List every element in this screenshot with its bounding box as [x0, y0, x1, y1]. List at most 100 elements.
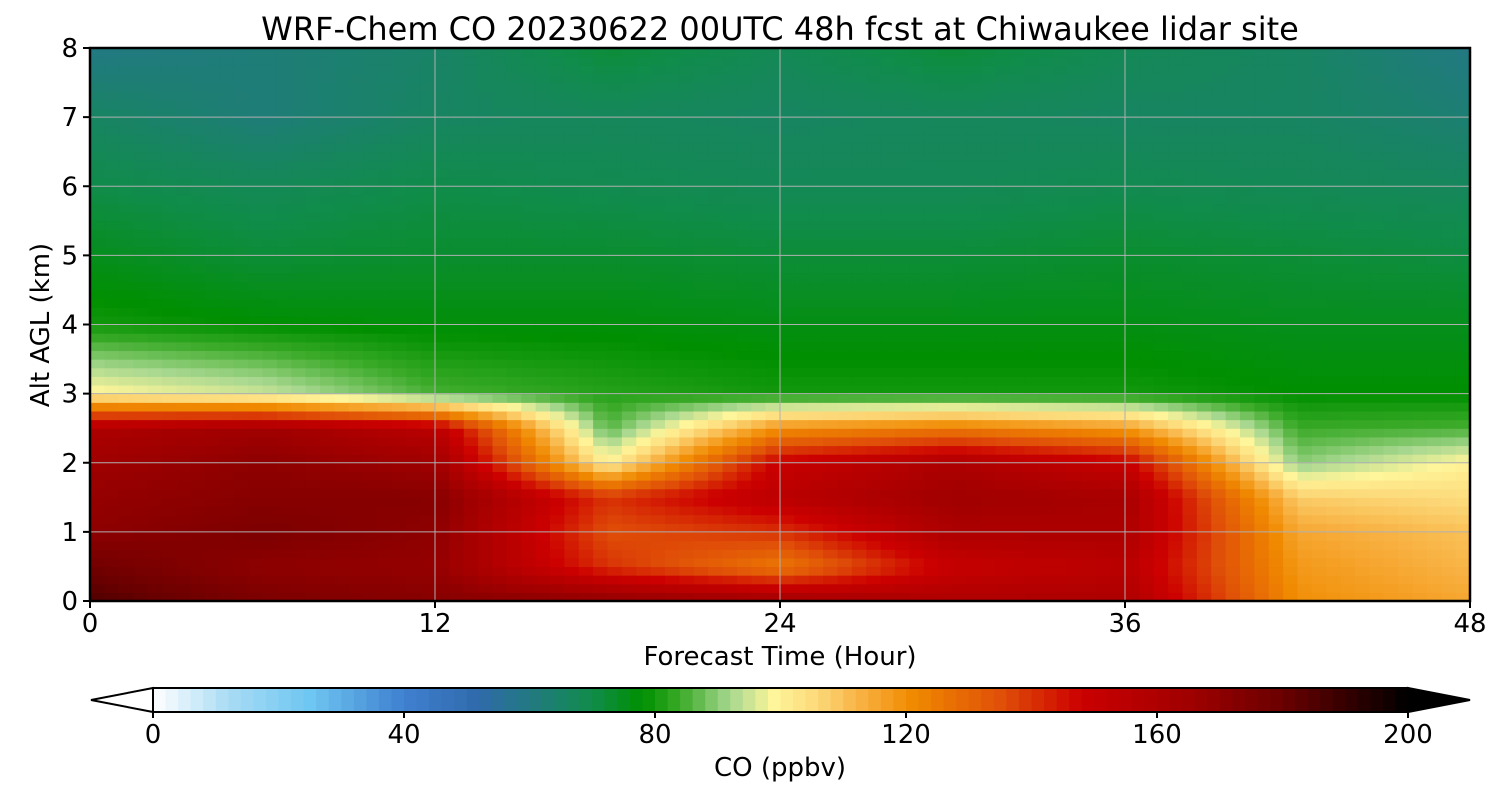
heatmap-cell	[1125, 212, 1140, 222]
heatmap-cell	[708, 367, 724, 377]
heatmap-cell	[348, 246, 364, 256]
heatmap-cell	[938, 194, 954, 205]
heatmap-cell	[377, 384, 393, 395]
heatmap-cell	[535, 281, 551, 291]
heatmap-cell	[334, 575, 350, 585]
heatmap-cell	[492, 125, 508, 136]
heatmap-cell	[435, 566, 450, 576]
heatmap-cell	[1153, 410, 1169, 421]
heatmap-cell	[147, 272, 163, 282]
heatmap-cell	[276, 238, 292, 248]
heatmap-cell	[578, 151, 594, 161]
heatmap-cell	[190, 220, 206, 231]
heatmap-cell	[593, 91, 609, 101]
heatmap-cell	[118, 410, 134, 421]
heatmap-cell	[377, 428, 393, 438]
heatmap-cell	[420, 99, 436, 110]
heatmap-cell	[607, 238, 623, 248]
heatmap-cell	[1153, 419, 1169, 429]
heatmap-cell	[650, 566, 666, 576]
heatmap-cell	[621, 436, 637, 447]
heatmap-cell	[1110, 203, 1126, 213]
heatmap-cell	[708, 333, 724, 343]
heatmap-cell	[406, 376, 422, 386]
heatmap-cell	[550, 505, 565, 516]
heatmap-cell	[1053, 255, 1069, 265]
heatmap-cell	[593, 264, 609, 274]
heatmap-cell	[463, 523, 479, 533]
heatmap-cell	[1010, 186, 1025, 196]
heatmap-cell	[650, 471, 666, 481]
heatmap-cell	[420, 540, 436, 550]
heatmap-cell	[1211, 566, 1227, 576]
heatmap-cell	[90, 238, 105, 248]
heatmap-cell	[205, 531, 220, 542]
heatmap-cell	[1038, 82, 1054, 92]
heatmap-cell	[1067, 462, 1083, 472]
heatmap-cell	[851, 497, 867, 507]
heatmap-cell	[291, 246, 307, 256]
heatmap-cell	[751, 99, 767, 110]
heatmap-cell	[665, 471, 680, 481]
heatmap-cell	[104, 194, 120, 205]
heatmap-cell	[708, 203, 724, 213]
heatmap-cell	[736, 540, 752, 550]
heatmap-cell	[492, 566, 508, 576]
heatmap-cell	[851, 315, 867, 326]
heatmap-cell	[636, 523, 652, 533]
heatmap-cell	[578, 575, 594, 585]
heatmap-cell	[262, 549, 278, 559]
heatmap-cell	[104, 341, 120, 352]
heatmap-cell	[780, 307, 795, 317]
heatmap-cell	[478, 289, 494, 300]
heatmap-cell	[406, 229, 422, 239]
heatmap-cell	[492, 229, 508, 239]
heatmap-cell	[751, 246, 767, 256]
heatmap-cell	[665, 384, 680, 395]
heatmap-cell	[420, 333, 436, 343]
heatmap-cell	[176, 91, 192, 101]
heatmap-cell	[851, 298, 867, 308]
heatmap-cell	[780, 298, 795, 308]
heatmap-cell	[90, 134, 105, 144]
heatmap-cell	[190, 557, 206, 568]
heatmap-cell	[578, 324, 594, 334]
heatmap-cell	[895, 194, 910, 205]
heatmap-cell	[391, 402, 407, 412]
heatmap-cell	[104, 125, 120, 136]
heatmap-cell	[363, 531, 379, 542]
heatmap-cell	[190, 272, 206, 282]
heatmap-cell	[1182, 91, 1198, 101]
heatmap-cell	[564, 48, 580, 58]
heatmap-cell	[463, 168, 479, 179]
heatmap-cell	[550, 367, 565, 377]
heatmap-cell	[521, 557, 537, 568]
heatmap-cell	[1096, 583, 1112, 593]
heatmap-cell	[1067, 549, 1083, 559]
heatmap-cell	[291, 549, 307, 559]
heatmap-cell	[808, 229, 824, 239]
heatmap-cell	[1053, 324, 1069, 334]
heatmap-cell	[1153, 281, 1169, 291]
heatmap-cell	[176, 264, 192, 274]
heatmap-cell	[708, 583, 724, 593]
heatmap-cell	[478, 143, 494, 153]
heatmap-cell	[1196, 359, 1212, 369]
heatmap-cell	[420, 298, 436, 308]
heatmap-cell	[391, 307, 407, 317]
heatmap-cell	[90, 194, 105, 205]
heatmap-cell	[1153, 56, 1169, 66]
heatmap-cell	[90, 471, 105, 481]
heatmap-cell	[966, 428, 982, 438]
heatmap-cell	[1196, 315, 1212, 326]
heatmap-cell	[1168, 566, 1184, 576]
heatmap-cell	[823, 384, 839, 395]
heatmap-cell	[693, 143, 709, 153]
heatmap-cell	[765, 393, 781, 403]
heatmap-cell	[1024, 125, 1040, 136]
heatmap-cell	[708, 531, 724, 542]
heatmap-cell	[118, 324, 134, 334]
heatmap-cell	[391, 471, 407, 481]
heatmap-cell	[463, 480, 479, 490]
heatmap-cell	[1125, 255, 1140, 265]
